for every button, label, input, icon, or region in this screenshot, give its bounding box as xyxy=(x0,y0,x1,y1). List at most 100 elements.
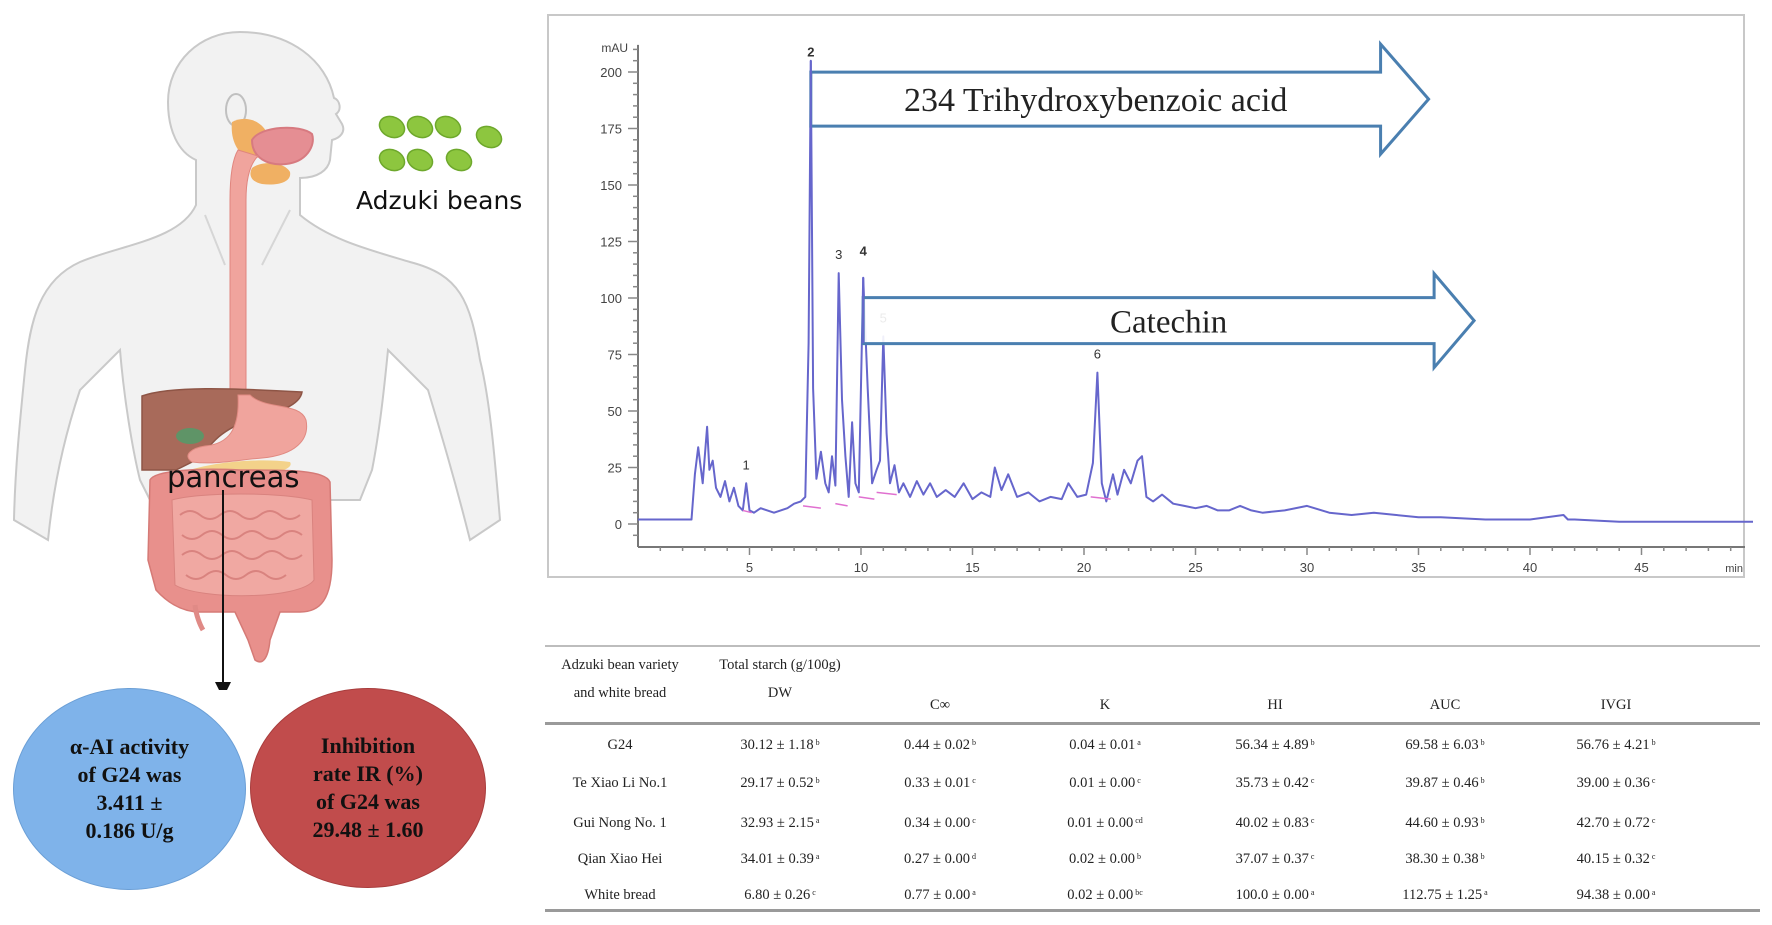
cell-value: 6.80 ± 0.26 xyxy=(744,887,811,903)
table-cell-variety: Qian Xiao Hei xyxy=(577,851,663,867)
inhibition-line: Inhibition xyxy=(320,733,416,758)
cell-value: 39.87 ± 0.46 xyxy=(1405,775,1479,791)
inhibition-line: 29.48 ± 1.60 xyxy=(312,817,424,842)
cell-value: 29.17 ± 0.52 xyxy=(740,775,814,791)
table-cell-auc: 39.87 ± 0.46 b xyxy=(1405,775,1484,792)
significance-letter: b xyxy=(815,738,820,747)
y-tick-label: 125 xyxy=(600,235,622,250)
significance-letter: c xyxy=(1310,776,1315,785)
significance-letter: a xyxy=(1310,888,1315,897)
header-total-starch: Total starch (g/100g) xyxy=(719,657,841,673)
compound-annotation-label: 234 Trihydroxybenzoic acid xyxy=(904,82,1287,119)
table-cell-ivgi: 42.70 ± 0.72 c xyxy=(1577,815,1656,832)
x-axis-label: min xyxy=(1725,563,1743,575)
inhibition-line: of G24 was xyxy=(316,789,420,814)
x-tick-label: 25 xyxy=(1188,560,1202,575)
y-tick-label: 200 xyxy=(600,65,622,80)
significance-letter: c xyxy=(1310,852,1315,861)
peak-label: 3 xyxy=(835,247,842,262)
significance-letter: b xyxy=(1310,738,1315,747)
chromatogram-chart: 0 25 50 75 100 125 150 175 200 mAU 5 10 15 20 25 30 35 40… xyxy=(600,40,1753,575)
table-header-rule xyxy=(545,722,1760,725)
table-cell-k: 0.02 ± 0.00 b xyxy=(1069,851,1141,868)
y-tick-label: 150 xyxy=(600,178,622,193)
significance-letter: b xyxy=(1480,816,1485,825)
cell-value: 0.02 ± 0.00 xyxy=(1067,887,1134,903)
alpha-ai-line: 3.411 ± xyxy=(96,790,163,815)
cell-value: 0.33 ± 0.01 xyxy=(904,775,971,791)
y-tick-label: 75 xyxy=(608,348,622,363)
significance-letter: c xyxy=(1651,776,1656,785)
pancreas-label: pancreas xyxy=(167,460,300,494)
cell-value: 39.00 ± 0.36 xyxy=(1576,775,1650,791)
cell-value: 0.44 ± 0.02 xyxy=(904,737,970,753)
cell-value: 0.02 ± 0.00 xyxy=(1069,851,1135,867)
x-tick-label: 30 xyxy=(1300,560,1314,575)
cell-value: 56.76 ± 4.21 xyxy=(1576,737,1650,753)
integration-baseline xyxy=(802,505,821,509)
cell-value: 56.34 ± 4.89 xyxy=(1235,737,1309,753)
intestine-folds xyxy=(179,510,303,580)
cell-value: 69.58 ± 6.03 xyxy=(1405,737,1479,753)
cell-value: 0.04 ± 0.01 xyxy=(1069,737,1136,753)
header-dw: DW xyxy=(767,685,793,701)
adzuki-beans-icon xyxy=(378,115,503,172)
alpha-ai-line: 0.186 U/g xyxy=(85,818,174,843)
cell-value: 35.73 ± 0.42 xyxy=(1235,775,1309,791)
significance-letter: a xyxy=(1651,888,1656,897)
table-cell-dw: 34.01 ± 0.39 a xyxy=(741,851,820,868)
table-cell-hi: 40.02 ± 0.83 c xyxy=(1236,815,1315,832)
y-tick-label: 25 xyxy=(608,461,622,476)
table-cell-ivgi: 94.38 ± 0.00 a xyxy=(1577,887,1656,904)
table-cell-auc: 44.60 ± 0.93 b xyxy=(1405,815,1484,832)
significance-letter: b xyxy=(1480,852,1485,861)
table-cell-dw: 29.17 ± 0.52 b xyxy=(740,775,819,792)
significance-letter: c xyxy=(1137,776,1141,785)
table-cell-k: 0.01 ± 0.00 cd xyxy=(1067,815,1143,832)
cell-value: 34.01 ± 0.39 xyxy=(740,851,814,867)
alpha-ai-line: α-AI activity xyxy=(69,734,190,759)
table-cell-k: 0.02 ± 0.00 bc xyxy=(1067,887,1143,904)
table-cell-auc: 38.30 ± 0.38 b xyxy=(1405,851,1484,868)
y-tick-label: 0 xyxy=(615,517,622,532)
significance-letter: b xyxy=(1480,776,1485,785)
integration-baseline xyxy=(835,502,848,507)
cell-value: 30.12 ± 1.18 xyxy=(740,737,814,753)
cell-value: 112.75 ± 1.25 xyxy=(1402,887,1483,903)
table-cell-ivgi: 39.00 ± 0.36 c xyxy=(1577,775,1656,792)
significance-letter: c xyxy=(1310,816,1315,825)
inhibition-line: rate IR (%) xyxy=(313,761,423,786)
peak-label: 1 xyxy=(743,457,750,472)
table-cell-hi: 56.34 ± 4.89 b xyxy=(1235,737,1314,754)
table-cell-variety: Gui Nong No. 1 xyxy=(573,815,667,831)
block-arrow-icon xyxy=(861,269,1477,372)
digestive-system-illustration xyxy=(12,30,503,690)
table-cell-auc: 69.58 ± 6.03 b xyxy=(1405,737,1484,754)
cell-value: 32.93 ± 2.15 xyxy=(740,815,814,831)
x-tick-label: 10 xyxy=(854,560,868,575)
body-silhouette xyxy=(12,30,502,542)
integration-baseline xyxy=(1090,496,1111,500)
table-cell-cinf: 0.33 ± 0.01 c xyxy=(904,775,976,792)
x-tick-label: 40 xyxy=(1523,560,1537,575)
table-cell-cinf: 0.34 ± 0.00 c xyxy=(904,815,976,832)
table-cell-k: 0.01 ± 0.00 c xyxy=(1069,775,1141,792)
significance-letter: bc xyxy=(1135,888,1143,897)
peak-label: 6 xyxy=(1094,347,1101,362)
cell-value: 42.70 ± 0.72 xyxy=(1576,815,1650,831)
header-variety-line2: and white bread xyxy=(573,685,667,701)
table-cell-variety: Te Xiao Li No.1 xyxy=(572,775,668,791)
y-tick-label: 175 xyxy=(600,122,622,137)
significance-letter: b xyxy=(1480,738,1485,747)
table-cell-variety: White bread xyxy=(584,887,656,903)
significance-letter: a xyxy=(972,888,976,897)
cell-value: 37.07 ± 0.37 xyxy=(1235,851,1309,867)
block-arrow-icon xyxy=(809,40,1431,159)
x-tick-label: 20 xyxy=(1077,560,1091,575)
table-cell-ivgi: 40.15 ± 0.32 c xyxy=(1577,851,1656,868)
integration-baseline xyxy=(858,496,875,500)
adzuki-beans-label: Adzuki beans xyxy=(356,186,523,215)
arrow-down-icon xyxy=(215,682,231,690)
significance-letter: b xyxy=(815,776,820,785)
